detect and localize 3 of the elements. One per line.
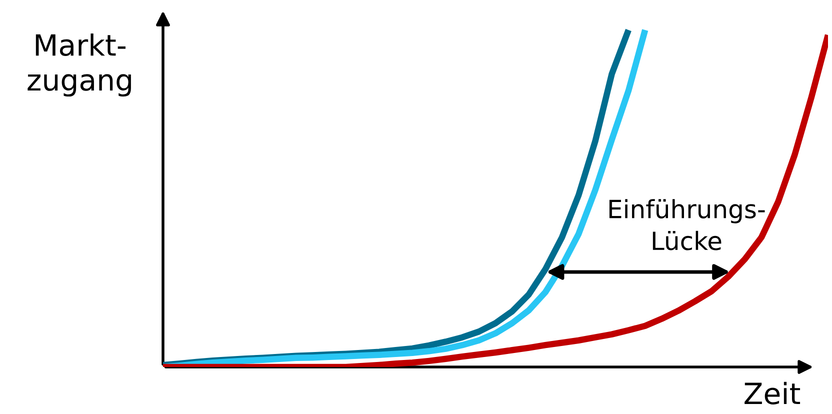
y-axis-title: Markt- zugang [28, 33, 131, 97]
x-axis-title: Zeit [744, 382, 800, 404]
annotation: Einführungs- Lücke [609, 199, 765, 250]
